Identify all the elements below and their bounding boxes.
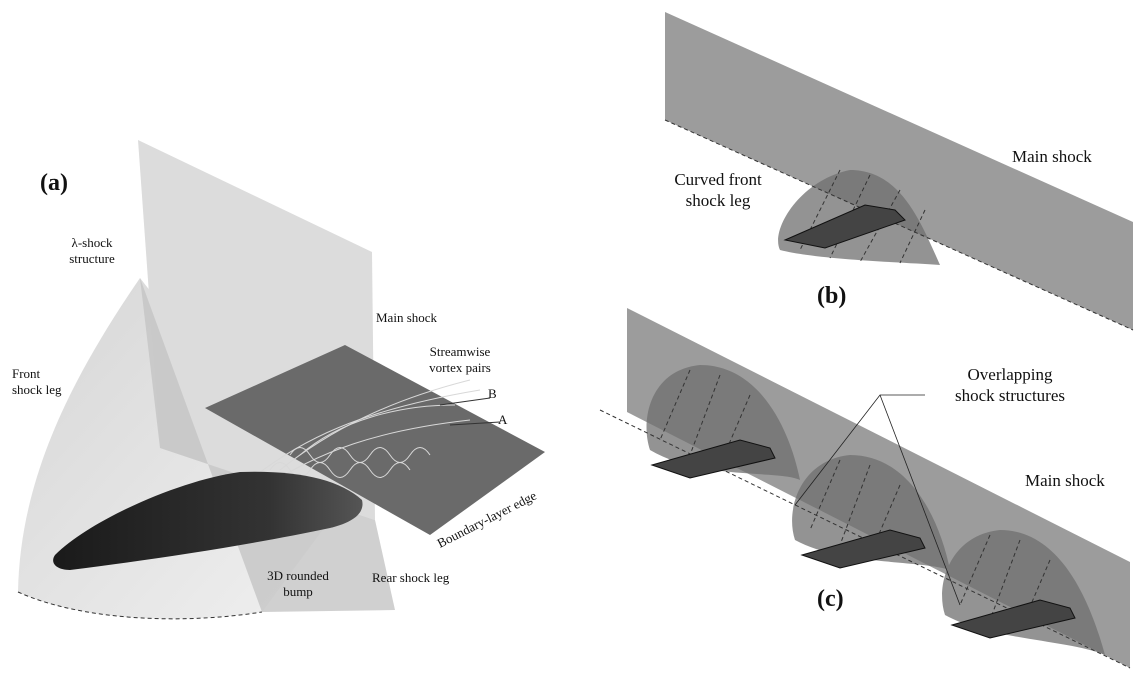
text-line: λ-shock [72, 235, 113, 250]
panel-label: (b) [817, 283, 846, 309]
grid-lines [799, 169, 926, 264]
line-a [449, 421, 501, 426]
text-line: 3D rounded [267, 568, 329, 583]
lambda-region [140, 278, 395, 612]
panel-c: Overlapping shock structures Main shock (… [599, 308, 1131, 669]
annotation: Main shock [1025, 471, 1105, 490]
text-line: A [498, 412, 508, 427]
panel-a: (a) λ-shock structure Main shock Front sho… [12, 140, 545, 620]
shock-foot [664, 119, 1134, 331]
annotation: Curved front shock leg [674, 170, 762, 210]
text-line: vortex pairs [429, 360, 491, 375]
bump [53, 471, 363, 570]
annotation: Overlapping shock structures [955, 365, 1065, 405]
text-line: Streamwise [430, 344, 491, 359]
annotation: Rear shock leg [372, 570, 450, 585]
panel-b: Main shock Curved front shock leg (b) [664, 12, 1134, 331]
annotation: Streamwise vortex pairs [429, 344, 491, 375]
text-line: B [488, 386, 497, 401]
bumps [650, 439, 1076, 639]
leader [879, 394, 961, 606]
text-line: shock structures [955, 386, 1065, 405]
text-line: Main shock [1025, 471, 1105, 490]
text-line: Curved front [674, 170, 762, 189]
annotation: Main shock [1012, 147, 1092, 166]
text-line: bump [283, 584, 313, 599]
text-line: Rear shock leg [372, 570, 450, 585]
text-line: Overlapping [968, 365, 1053, 384]
annotation: Main shock [376, 310, 438, 325]
line-b [439, 397, 491, 406]
panel-label: (c) [817, 586, 844, 612]
panel-label: (a) [40, 170, 68, 196]
text-line: Main shock [376, 310, 438, 325]
text-line: shock leg [12, 382, 62, 397]
text-line: shock leg [686, 191, 751, 210]
boundary-layer-plate [205, 345, 545, 535]
main-shock-plane [665, 12, 1133, 330]
annotation: Front shock leg [12, 366, 62, 397]
bump [783, 204, 906, 249]
text-line: structure [69, 251, 115, 266]
annotation: A [498, 412, 508, 427]
text-line: Main shock [1012, 147, 1092, 166]
annotation: λ-shock structure [69, 235, 115, 266]
text-line: Front [12, 366, 41, 381]
annotation: B [488, 386, 497, 401]
annotation: 3D rounded bump [267, 568, 329, 599]
